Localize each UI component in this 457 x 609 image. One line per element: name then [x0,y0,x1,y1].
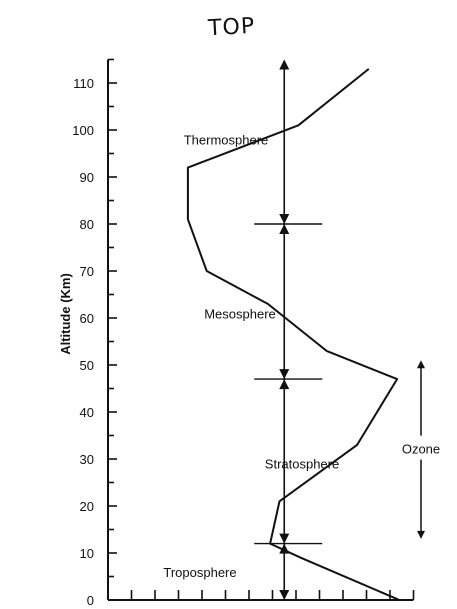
boundary-marker-down [279,214,290,224]
boundary-marker-up [279,543,290,554]
y-tick-label: 0 [87,593,94,608]
y-tick-label: 20 [80,499,94,514]
ozone-range: Ozone [402,360,440,539]
y-tick-label: 40 [80,405,94,420]
vertical-arrow [254,59,323,600]
x-axis [108,590,415,601]
arrow-head-down [279,590,290,600]
y-tick-label: 70 [80,264,94,279]
y-tick-label: 100 [72,123,94,138]
y-tick-label: 50 [80,358,94,373]
y-axis: 0 10 20 30 40 50 60 70 80 90 100 110 [72,58,117,608]
temperature-profile [186,68,400,601]
layer-label: Troposphere [163,565,236,580]
layer-label: Thermosphere [184,132,269,147]
ozone-label: Ozone [402,442,440,457]
layer-label: Stratosphere [265,457,339,472]
y-tick-label: 110 [73,76,94,91]
y-tick-label: 80 [80,217,94,232]
y-tick-label: 10 [80,546,94,561]
ozone-arrow-down [417,530,425,539]
boundary-marker-up [279,224,290,234]
y-tick-label: 90 [80,170,94,185]
ozone-arrow-up [417,360,425,369]
y-axis-title: Altitude (Km) [58,273,73,355]
top-annotation: TOP [207,14,256,41]
y-tick-label: 60 [80,311,94,326]
boundary-marker-up [279,379,290,390]
layer-labels: Thermosphere Mesosphere Stratosphere Tropos… [163,132,339,579]
y-tick-label: 30 [80,452,94,467]
boundary-marker-down [279,369,290,380]
layer-label: Mesosphere [204,306,276,321]
profile-line [186,68,400,601]
arrow-head-up [279,59,290,70]
boundary-marker-down [279,533,290,544]
